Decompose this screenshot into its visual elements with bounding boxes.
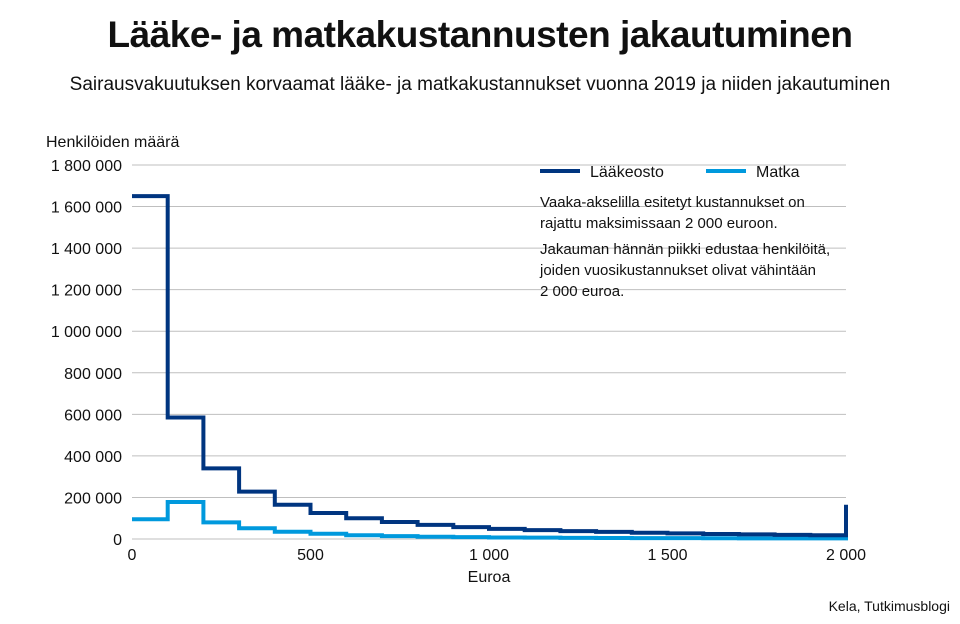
y-tick-label: 400 000 [64,449,122,466]
legend-label-laakeosto: Lääkeosto [590,164,664,181]
x-tick-label: 500 [297,547,324,564]
chart-subtitle: Sairausvakuutuksen korvaamat lääke- ja m… [69,74,891,95]
y-tick-label: 600 000 [64,407,122,424]
annotation-line: Vaaka-akselilla esitetyt kustannukset on [540,194,805,211]
y-tick-label: 200 000 [64,490,122,507]
annotation-line: joiden vuosikustannukset olivat vähintää… [539,262,816,279]
x-tick-label: 1 000 [469,547,509,564]
annotation-line: Jakauman hännän piikki edustaa henkilöit… [540,241,830,258]
y-axis-title: Henkilöiden määrä [46,134,180,151]
y-tick-label: 1 400 000 [51,241,122,258]
y-tick-label: 1 800 000 [51,158,122,175]
chart-title: Lääke- ja matkakustannusten jakautuminen [107,14,853,55]
x-tick-label: 2 000 [826,547,866,564]
y-tick-label: 1 200 000 [51,283,122,300]
series-line-laakeosto [132,194,848,538]
x-tick-label: 1 500 [647,547,687,564]
y-tick-label: 0 [113,532,122,549]
y-tick-label: 800 000 [64,366,122,383]
source-credit: Kela, Tutkimusblogi [828,598,950,614]
x-axis-title: Euroa [468,569,511,586]
y-tick-label: 1 000 000 [51,324,122,341]
legend-label-matka: Matka [756,164,800,181]
annotation-line: 2 000 euroa. [540,283,624,300]
y-tick-label: 1 600 000 [51,200,122,217]
x-tick-label: 0 [128,547,137,564]
annotation-line: rajattu maksimissaan 2 000 euroon. [540,215,778,232]
series-line-matka [132,500,848,541]
